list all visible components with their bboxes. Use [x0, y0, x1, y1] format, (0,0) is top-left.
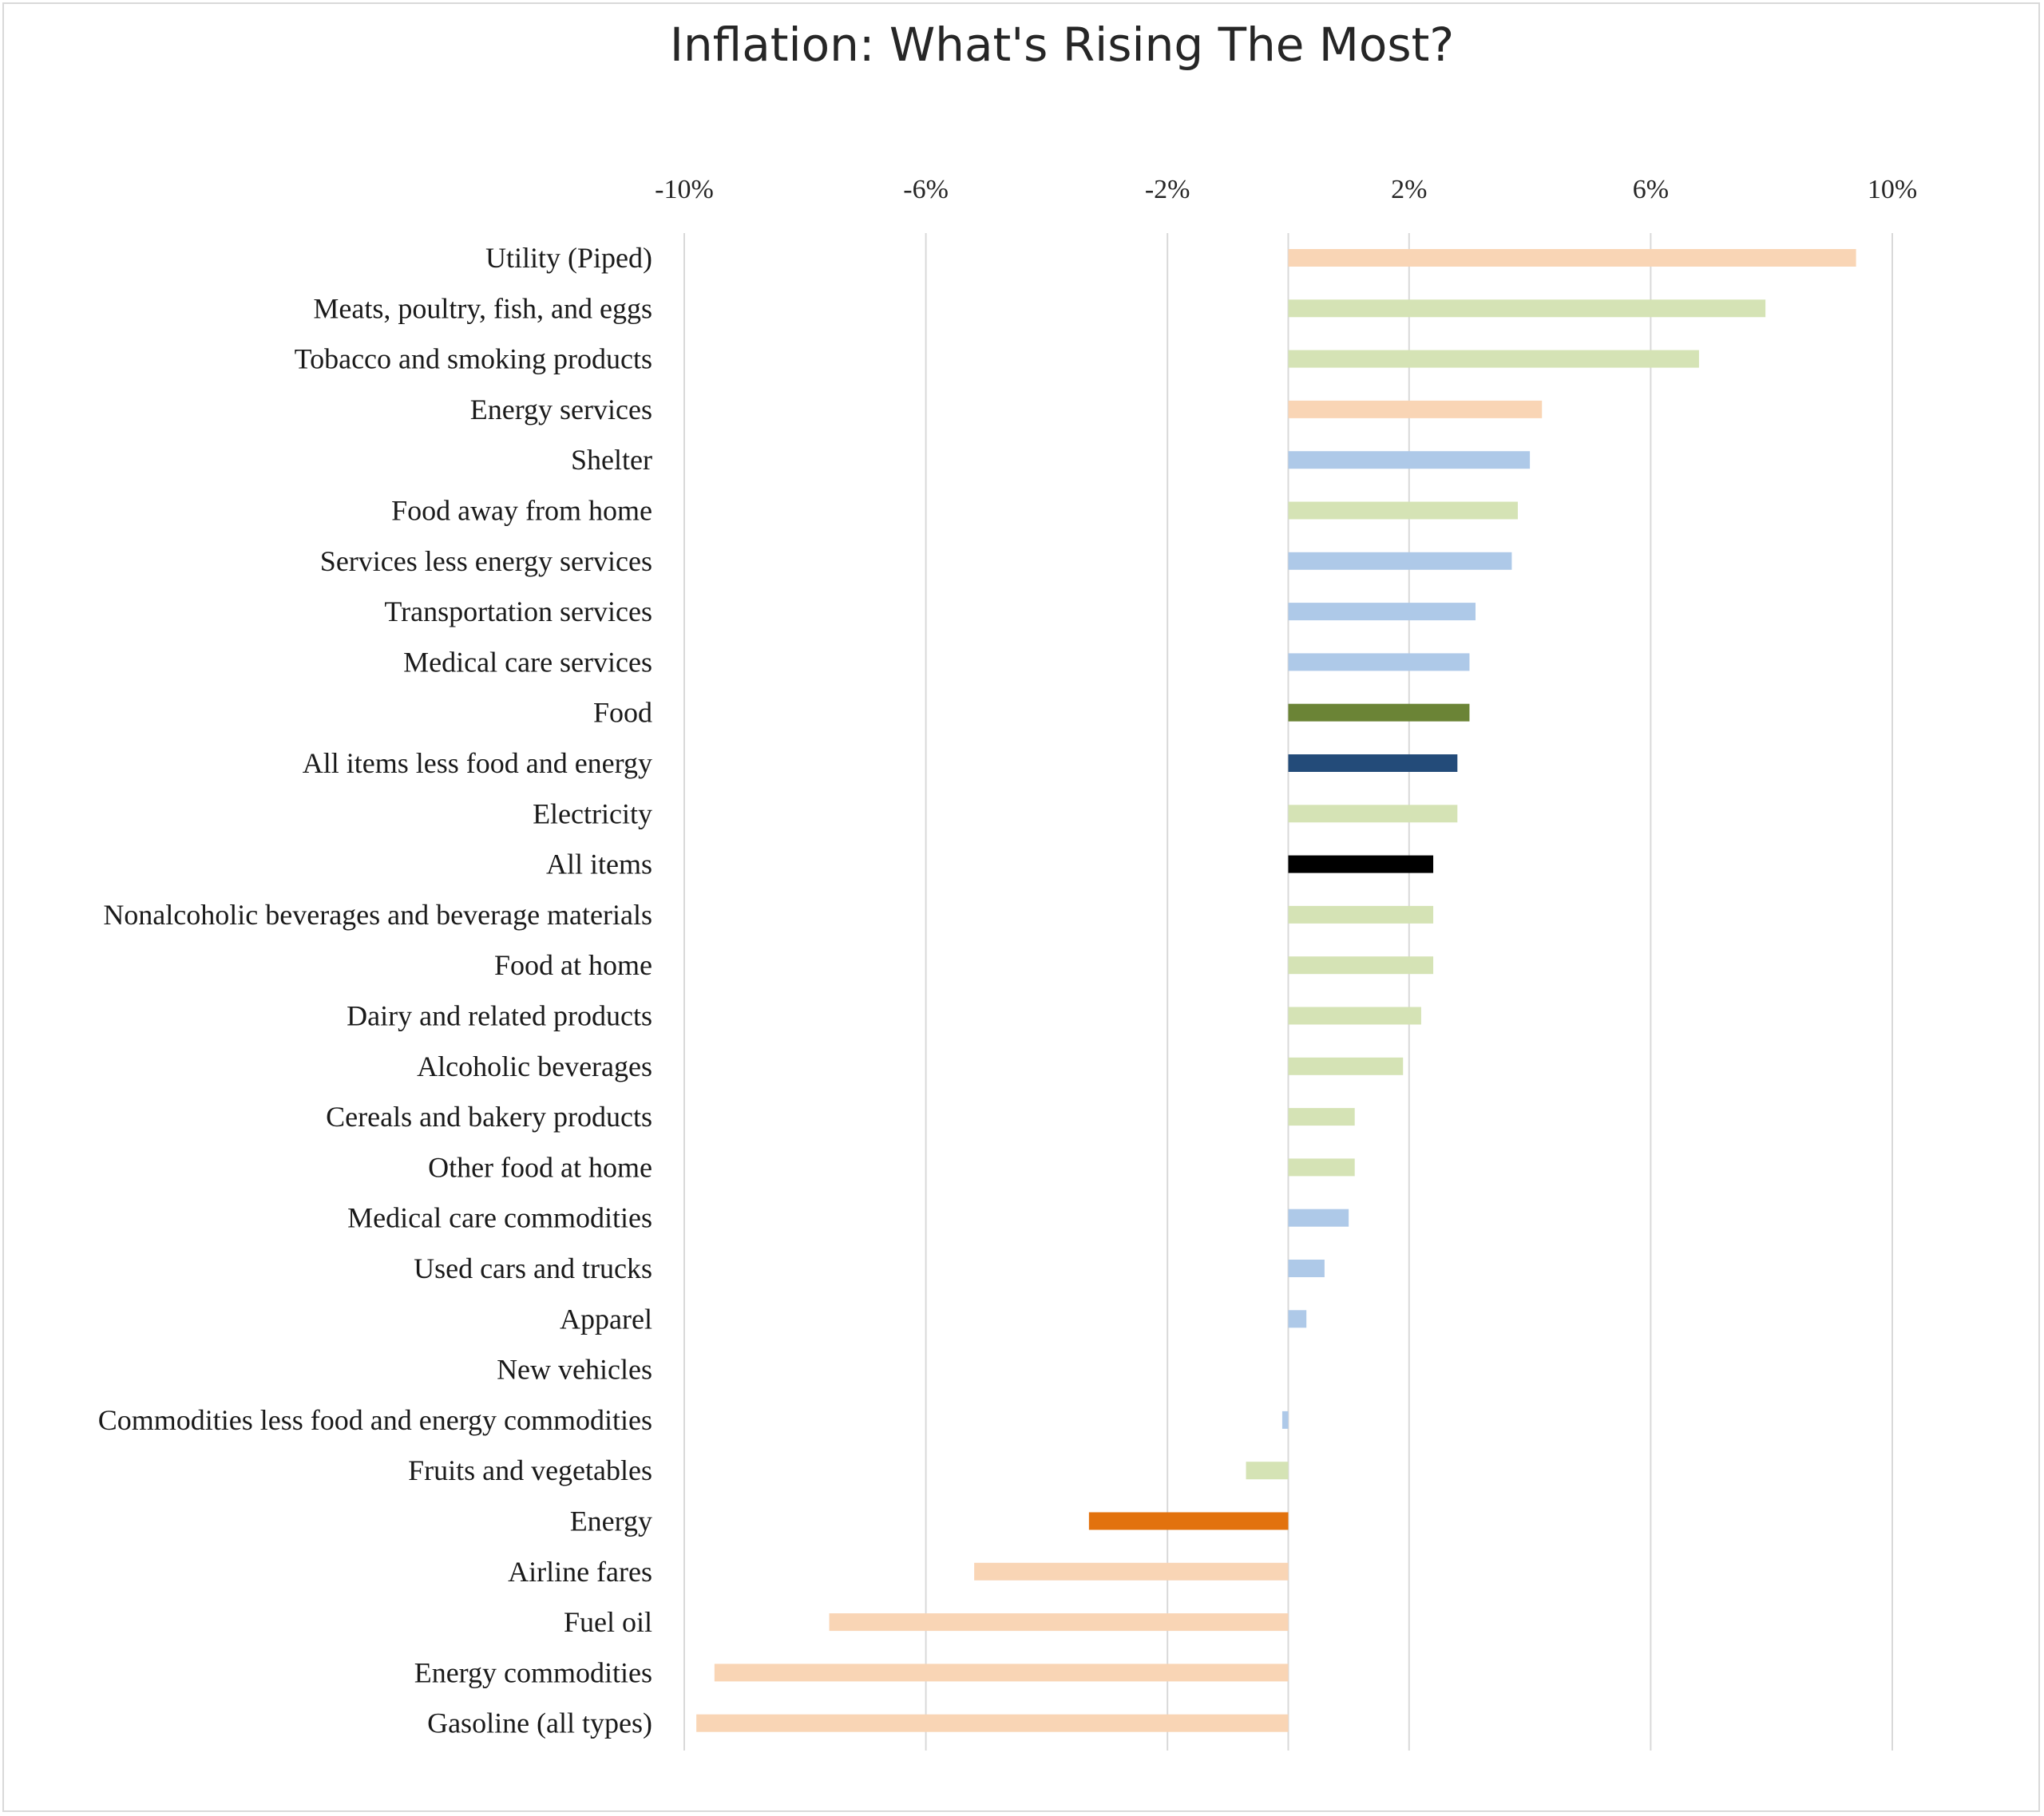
x-tick-label: 6% — [1633, 175, 1669, 204]
bar — [714, 1664, 1289, 1682]
bar — [1288, 1108, 1355, 1126]
bar — [1288, 400, 1543, 418]
category-label: All items less food and energy — [303, 747, 652, 779]
bars — [696, 249, 1856, 1732]
bar — [1288, 249, 1856, 267]
x-tick-label: -10% — [655, 175, 714, 204]
bar — [1288, 299, 1766, 318]
category-label: Nonalcoholic beverages and beverage mate… — [103, 899, 652, 931]
bar — [1288, 1209, 1349, 1227]
bar — [1288, 805, 1458, 823]
category-label: Meats, poultry, fish, and eggs — [313, 292, 652, 324]
category-label: Tobacco and smoking products — [295, 343, 652, 375]
bar — [1288, 1158, 1355, 1177]
bar — [1288, 703, 1470, 722]
category-label: Fuel oil — [564, 1606, 652, 1638]
category-label: Energy — [570, 1505, 652, 1537]
category-label: Dairy and related products — [347, 1000, 652, 1032]
bar — [1288, 1260, 1325, 1277]
x-tick-label: -2% — [1145, 175, 1190, 204]
bar — [696, 1714, 1289, 1732]
bar — [974, 1562, 1289, 1581]
bar — [1288, 501, 1518, 520]
bar — [1288, 451, 1531, 469]
bar — [1288, 855, 1434, 873]
bar — [1088, 1512, 1289, 1530]
category-label: Services less energy services — [320, 545, 652, 577]
category-labels: Utility (Piped) Meats, poultry, fish, and… — [98, 242, 652, 1739]
bar — [1288, 1007, 1421, 1025]
bar — [1288, 350, 1699, 368]
category-label: Cereals and bakery products — [326, 1101, 652, 1133]
category-label: Energy services — [470, 394, 652, 425]
category-label: Other food at home — [428, 1151, 652, 1183]
x-tick-label: 10% — [1868, 175, 1917, 204]
bar — [1288, 905, 1434, 924]
category-label: All items — [546, 849, 652, 880]
bar — [1288, 653, 1470, 671]
x-axis-ticks: -10% -6% -2% 2% 6% 10% — [655, 175, 1917, 204]
category-label: Medical care services — [403, 646, 652, 678]
bar — [1288, 956, 1434, 975]
category-label: Food at home — [494, 949, 652, 981]
bar — [1288, 1057, 1404, 1075]
category-label: Fruits and vegetables — [408, 1454, 652, 1486]
category-label: Food away from home — [391, 495, 652, 527]
category-label: Used cars and trucks — [414, 1252, 652, 1284]
x-tick-label: -6% — [903, 175, 949, 204]
category-label: Apparel — [560, 1303, 652, 1335]
category-label: Airline fares — [508, 1556, 652, 1588]
category-label: Alcoholic beverages — [417, 1050, 652, 1082]
bar — [1246, 1462, 1289, 1480]
category-label: Electricity — [533, 797, 652, 829]
category-label: Energy commodities — [414, 1656, 652, 1688]
category-label: Transportation services — [384, 595, 652, 627]
bar — [1288, 603, 1476, 621]
bar — [1288, 1310, 1307, 1328]
category-label: New vehicles — [497, 1354, 652, 1386]
category-label: Gasoline (all types) — [427, 1707, 652, 1739]
category-label: Commodities less food and energy commodi… — [98, 1404, 652, 1436]
chart-title: Inflation: What's Rising The Most? — [669, 18, 1455, 72]
bar — [1288, 552, 1512, 570]
category-label: Utility (Piped) — [485, 242, 652, 274]
x-tick-label: 2% — [1391, 175, 1427, 204]
bar — [1288, 754, 1458, 772]
bar — [1281, 1410, 1289, 1429]
gridlines — [683, 233, 1893, 1751]
bar — [829, 1613, 1289, 1632]
category-label: Shelter — [571, 444, 652, 476]
category-label: Medical care commodities — [347, 1202, 652, 1234]
category-label: Food — [593, 697, 652, 729]
